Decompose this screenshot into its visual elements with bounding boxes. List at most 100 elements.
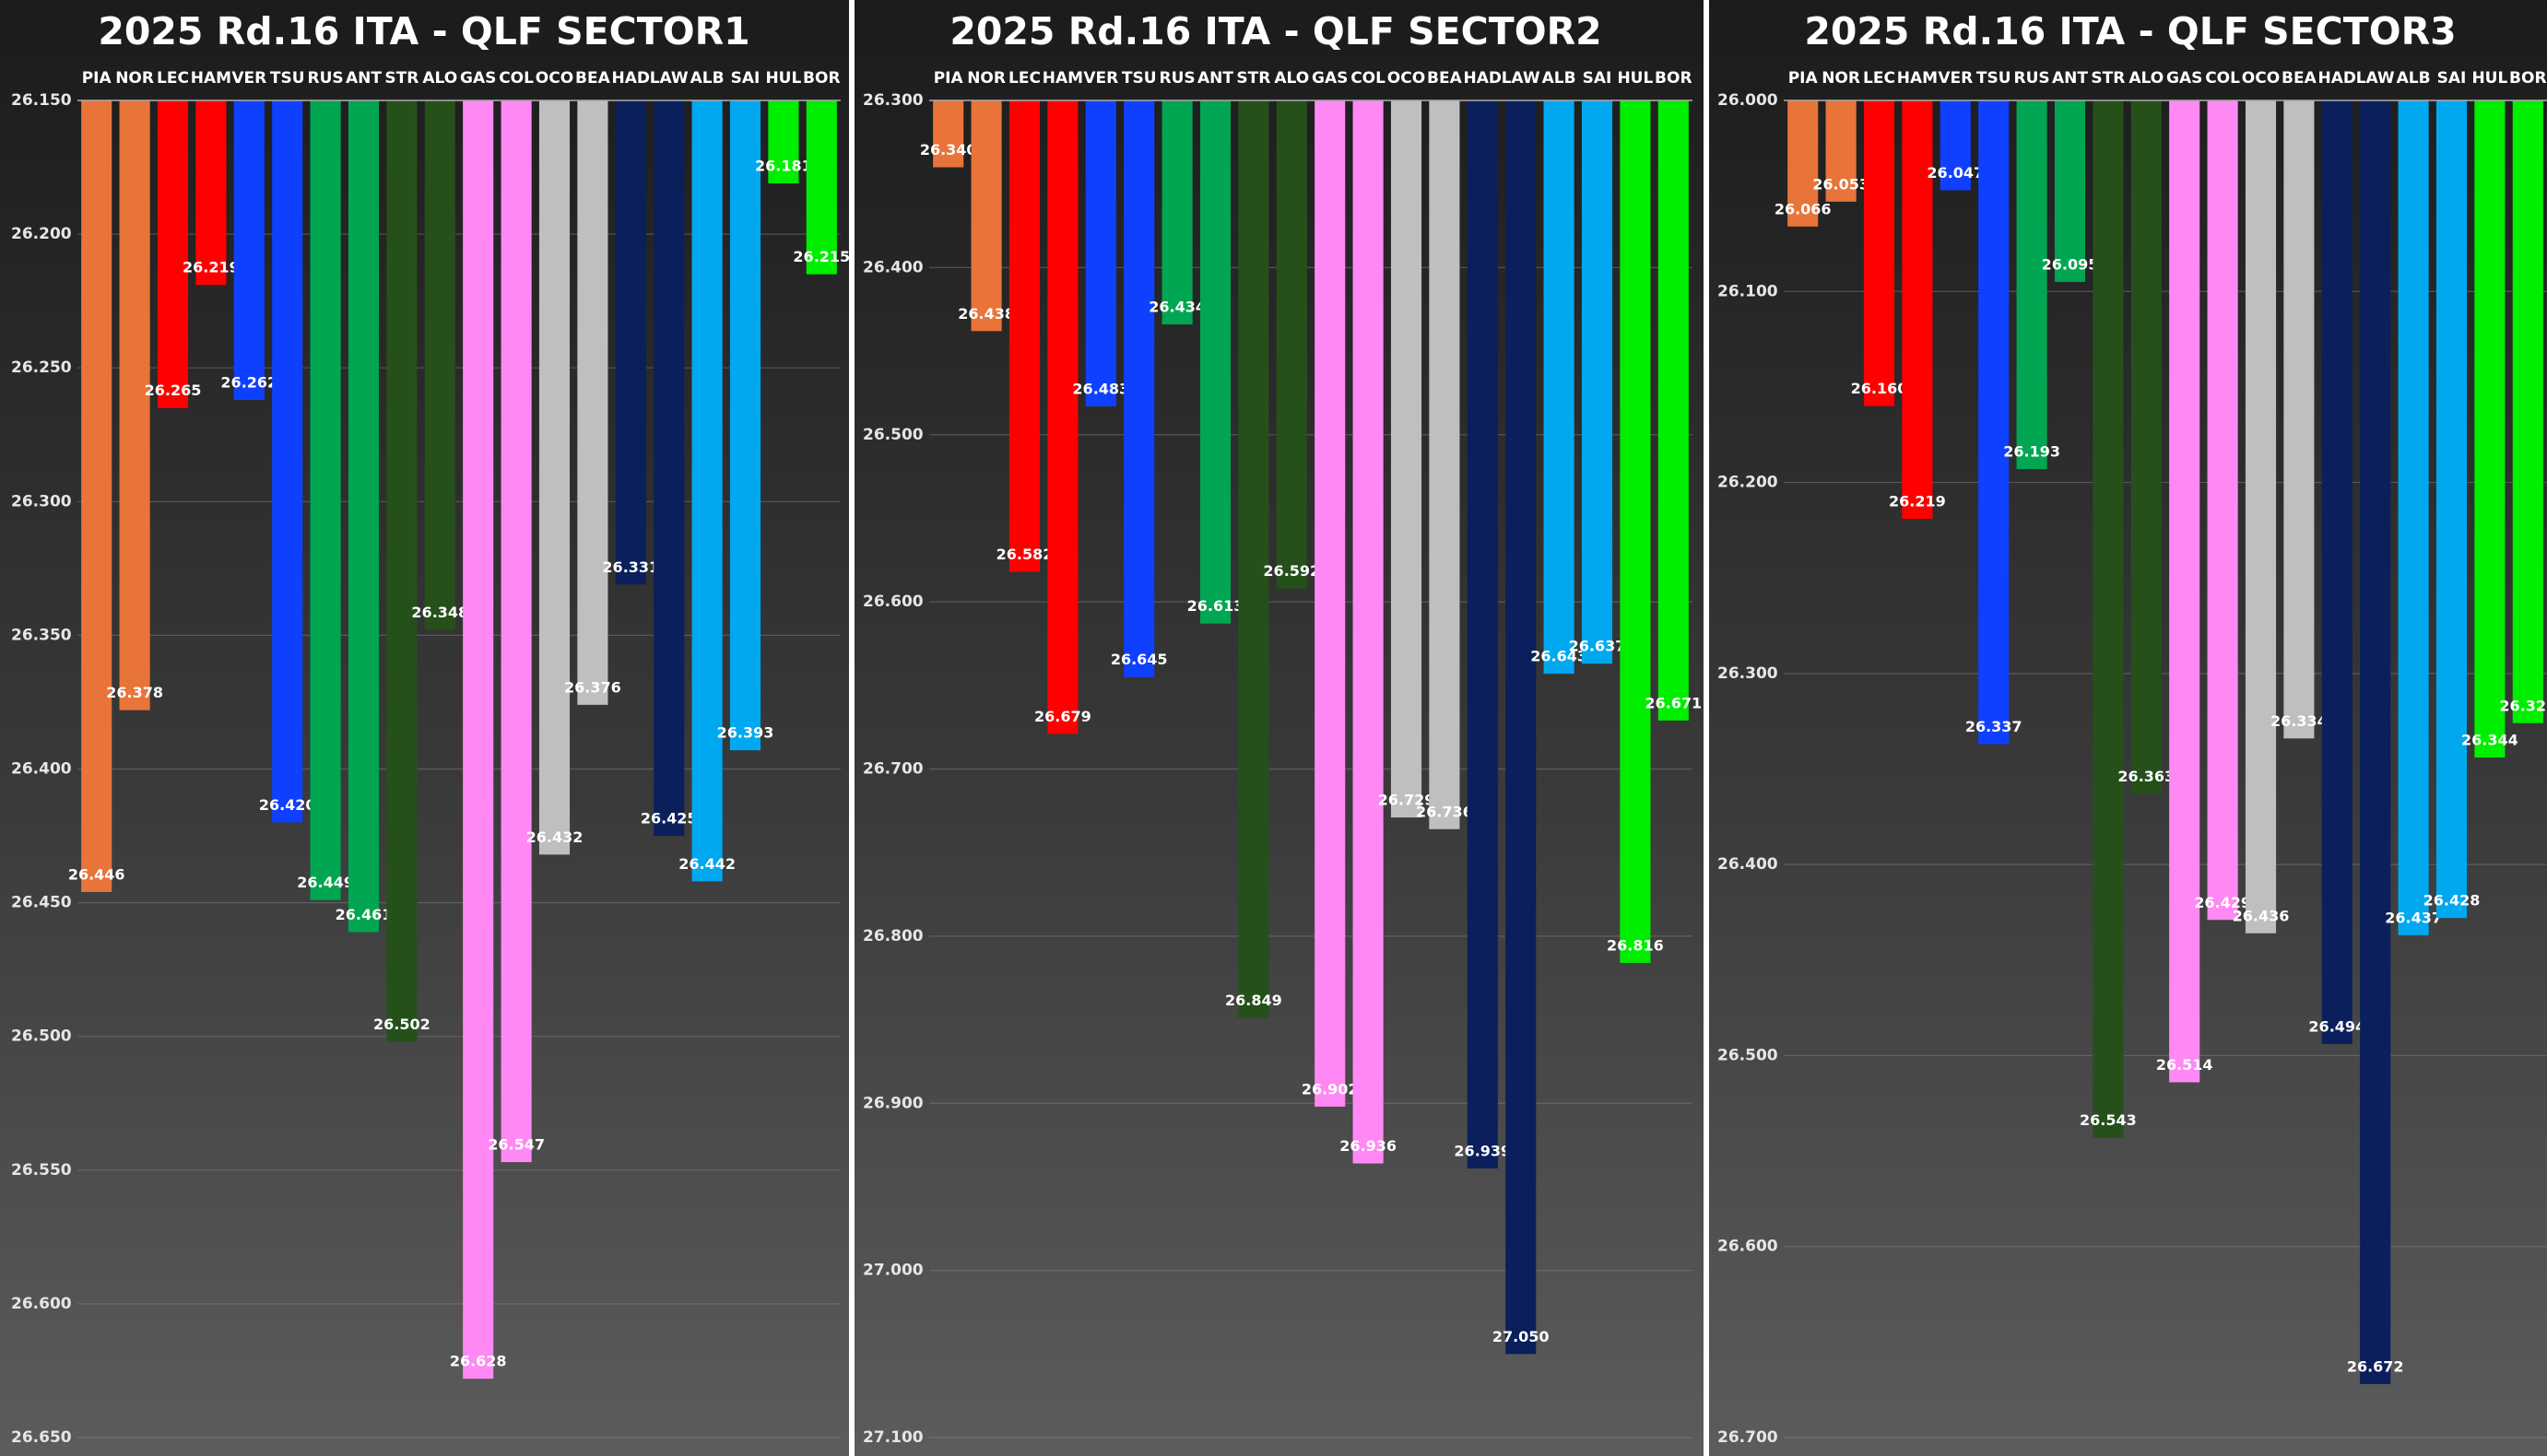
y-tick-label: 26.550 (11, 1161, 72, 1180)
x-category-label: LEC (1008, 69, 1041, 88)
data-label: 26.736 (1416, 803, 1473, 820)
chart-title: 2025 Rd.16 ITA - QLF SECTOR2 (949, 9, 1601, 53)
bar (1978, 100, 2010, 745)
y-tick-label: 26.400 (1717, 855, 1778, 874)
data-label: 26.729 (1378, 792, 1435, 809)
bar (538, 100, 571, 855)
bar (1940, 100, 1971, 191)
bar (1085, 100, 1116, 406)
y-tick-label: 26.300 (1717, 664, 1778, 683)
data-label: 26.434 (1149, 299, 1206, 316)
data-label: 26.425 (641, 810, 698, 828)
data-label: 26.181 (755, 157, 812, 174)
bar (2016, 100, 2047, 470)
x-category-label: HAM (1043, 69, 1083, 88)
y-tick-label: 26.350 (11, 626, 72, 644)
data-label: 26.095 (2042, 255, 2099, 273)
bar (1238, 100, 1269, 1018)
x-category-label: PIA (1788, 69, 1819, 88)
bar (1505, 100, 1537, 1355)
data-label: 26.053 (1812, 175, 1869, 193)
bar (233, 100, 265, 401)
x-category-label: GAS (460, 69, 496, 88)
data-label: 26.160 (1851, 380, 1908, 397)
data-label: 26.219 (1889, 492, 1946, 510)
y-tick-label: 26.250 (11, 358, 72, 377)
x-category-label: GAS (2166, 69, 2202, 88)
x-category-label: NOR (967, 69, 1006, 88)
x-category-label: SAI (2437, 69, 2467, 88)
data-label: 26.331 (602, 558, 659, 576)
bar (2169, 100, 2200, 1083)
y-tick-label: 26.450 (11, 894, 72, 912)
x-category-label: VER (1938, 69, 1973, 88)
bar (2435, 100, 2468, 919)
bar (768, 100, 799, 183)
data-label: 26.378 (106, 684, 163, 701)
chart-title: 2025 Rd.16 ITA - QLF SECTOR3 (1804, 9, 2456, 53)
y-tick-label: 26.100 (1717, 282, 1778, 300)
bar (1787, 100, 1819, 227)
data-label: 26.461 (336, 906, 393, 923)
data-label: 26.902 (1302, 1080, 1359, 1098)
bar (272, 100, 303, 823)
y-tick-label: 26.600 (1717, 1238, 1778, 1256)
data-label: 26.543 (2080, 1111, 2137, 1129)
bar (157, 100, 189, 408)
y-tick-label: 26.900 (863, 1094, 924, 1112)
data-label: 26.446 (68, 865, 125, 883)
bar (1825, 100, 1857, 202)
y-tick-label: 26.500 (11, 1027, 72, 1046)
data-label: 26.442 (678, 855, 736, 873)
bar (1429, 100, 1460, 829)
bar (1352, 100, 1384, 1164)
x-category-label: HUL (2471, 69, 2507, 88)
x-category-label: RUS (308, 69, 344, 88)
bar (1543, 100, 1574, 675)
data-label: 26.348 (411, 604, 468, 621)
x-category-label: NOR (1822, 69, 1860, 88)
data-label: 26.547 (488, 1136, 545, 1154)
bar (2512, 100, 2543, 723)
x-category-label: PIA (934, 69, 964, 88)
x-category-label: TSU (1976, 69, 2011, 88)
y-tick-label: 26.500 (1717, 1046, 1778, 1064)
x-category-label: BOR (1655, 69, 1692, 88)
x-category-label: ANT (2052, 69, 2088, 88)
bar (1315, 100, 1346, 1107)
y-tick-label: 27.000 (863, 1262, 924, 1280)
data-label: 26.437 (2385, 909, 2442, 926)
bar (2360, 100, 2391, 1384)
x-category-label: BEA (575, 69, 611, 88)
x-category-label: ALB (2397, 69, 2431, 88)
x-category-label: BOR (2509, 69, 2547, 88)
bar (463, 100, 494, 1380)
bar (2245, 100, 2277, 933)
x-category-label: HUL (765, 69, 801, 88)
x-category-label: VER (1083, 69, 1118, 88)
x-category-label: STR (2091, 69, 2125, 88)
data-label: 26.679 (1034, 708, 1091, 725)
bar (1124, 100, 1155, 677)
bar (2054, 100, 2086, 282)
data-label: 26.363 (2117, 768, 2175, 785)
data-label: 26.265 (145, 382, 202, 399)
data-label: 26.219 (183, 259, 240, 276)
data-label: 26.326 (2499, 697, 2547, 714)
bar (1620, 100, 1651, 963)
bar (1161, 100, 1193, 325)
x-category-label: COL (1350, 69, 1386, 88)
bar (310, 100, 341, 900)
data-label: 26.376 (564, 678, 621, 696)
bar (119, 100, 150, 710)
x-category-label: LAW (1502, 69, 1540, 88)
data-label: 26.643 (1530, 648, 1587, 665)
data-label: 26.936 (1339, 1137, 1397, 1155)
x-category-label: TSU (270, 69, 305, 88)
x-category-label: HAD (1464, 69, 1503, 88)
y-tick-label: 27.100 (863, 1428, 924, 1447)
bar (1008, 100, 1041, 572)
data-label: 26.334 (2270, 712, 2328, 730)
